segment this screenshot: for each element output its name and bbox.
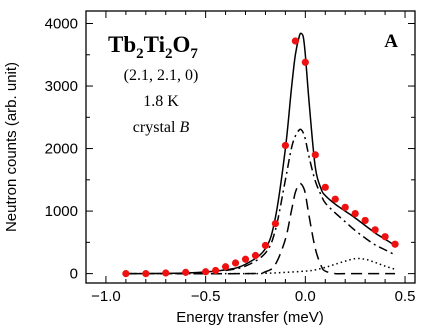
data-point (251, 251, 260, 260)
y-tick-label: 2000 (45, 141, 78, 158)
data-point (361, 216, 369, 225)
x-tick-label: 0.5 (395, 288, 416, 305)
data-point (261, 241, 270, 250)
data-point (381, 233, 389, 241)
plot-frame (85, 10, 416, 284)
data-point (231, 259, 240, 267)
data-point (271, 219, 280, 228)
x-axis-label: Energy transfer (meV) (176, 309, 324, 326)
x-tick-label: −0.5 (191, 288, 221, 305)
data-point (321, 183, 329, 191)
data-point (202, 268, 210, 276)
data-point (301, 58, 309, 66)
sample-letter: B (179, 119, 189, 136)
y-tick-label: 4000 (45, 16, 78, 33)
data-point (221, 263, 230, 271)
compound-base-1: Tb (108, 32, 136, 57)
x-tick-label: −1.0 (91, 288, 121, 305)
axis-tick-labels: −1.0 −0.5 0.0 0.5 0 1000 2000 3000 4000 (45, 16, 416, 305)
data-points (122, 37, 399, 278)
sample-label: crystal B (133, 119, 190, 136)
data-point (241, 255, 250, 263)
compound-sub-2: 2 (165, 46, 173, 62)
compound-sub-1: 2 (136, 46, 144, 62)
fit-dotted-line (125, 257, 396, 275)
y-tick-label: 3000 (45, 78, 78, 95)
data-point (122, 270, 130, 278)
y-tick-label: 0 (70, 266, 78, 283)
compound-sub-3: 7 (190, 46, 198, 62)
panel-label: A (384, 31, 398, 52)
compound-base-3: O (172, 32, 190, 57)
data-point (281, 141, 289, 150)
fit-curves (125, 32, 396, 275)
data-point (331, 195, 339, 203)
data-point (162, 269, 170, 277)
data-point (391, 240, 399, 248)
data-point (371, 226, 379, 234)
y-tick-label: 1000 (45, 203, 78, 220)
fit-long-dash-line (125, 182, 396, 275)
data-point (311, 151, 319, 159)
fit-dash-dot-line (225, 128, 396, 272)
wavevector-label: (2.1, 2.1, 0) (124, 67, 199, 84)
sample-prefix: crystal (133, 119, 180, 136)
x-tick-label: 0.0 (295, 288, 316, 305)
data-point (142, 270, 150, 278)
data-point (351, 209, 359, 218)
fit-total-line (125, 32, 396, 275)
data-point (341, 203, 349, 211)
compound-label: Tb2Ti2O7 (108, 32, 198, 62)
temperature-label: 1.8 K (143, 93, 179, 110)
axis-ticks (85, 11, 415, 283)
data-point (291, 37, 299, 45)
compound-base-2: Ti (144, 32, 166, 57)
data-point (182, 268, 190, 276)
y-axis-label: Neutron counts (arb. unit) (3, 62, 20, 232)
data-point (212, 266, 220, 275)
